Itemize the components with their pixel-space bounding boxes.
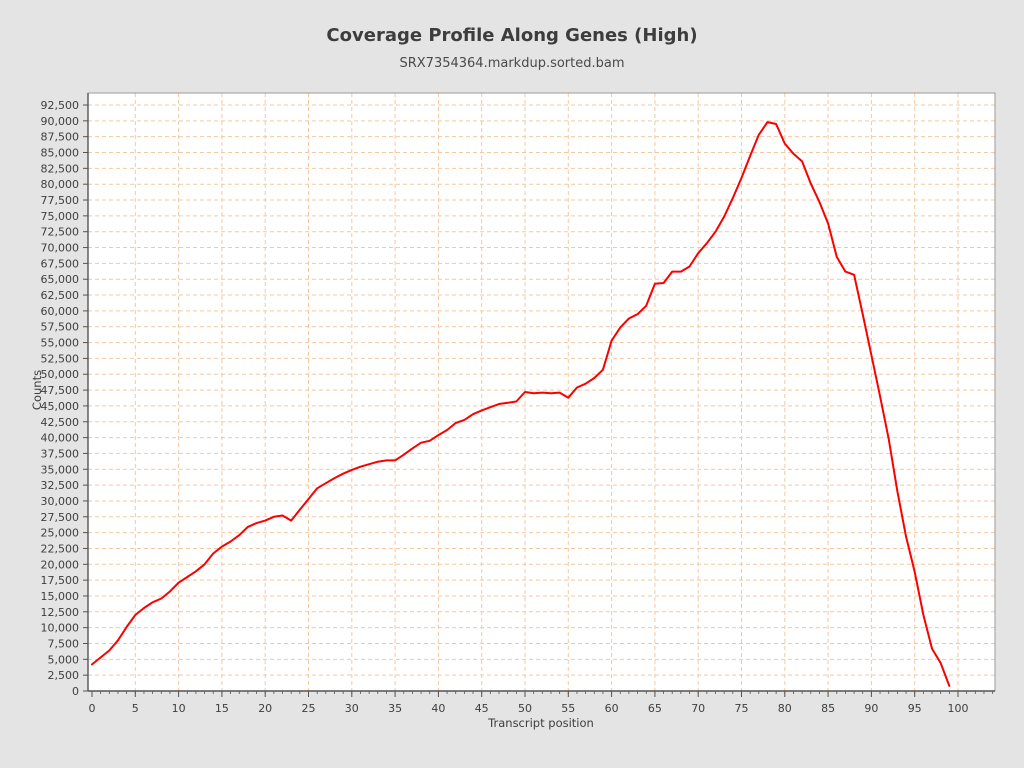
x-tick-label: 20 [258, 702, 272, 715]
x-axis-title: Transcript position [488, 716, 594, 730]
y-tick-label: 0 [72, 685, 79, 698]
y-tick-label: 22,500 [41, 542, 80, 555]
y-tick-label: 35,000 [41, 463, 80, 476]
y-tick-label: 82,500 [41, 162, 80, 175]
x-tick-label: 55 [561, 702, 575, 715]
x-tick-label: 90 [864, 702, 878, 715]
x-tick-label: 70 [691, 702, 705, 715]
y-tick-label: 77,500 [41, 194, 80, 207]
y-tick-label: 10,000 [41, 622, 80, 635]
y-tick-label: 17,500 [41, 574, 80, 587]
y-tick-label: 42,500 [41, 416, 80, 429]
x-tick-label: 0 [89, 702, 96, 715]
y-tick-label: 90,000 [41, 115, 80, 128]
x-tick-label: 25 [302, 702, 316, 715]
x-tick-label: 30 [345, 702, 359, 715]
y-tick-label: 60,000 [41, 305, 80, 318]
x-tick-label: 80 [778, 702, 792, 715]
y-tick-label: 50,000 [41, 368, 80, 381]
x-tick-label: 5 [132, 702, 139, 715]
y-tick-label: 92,500 [41, 99, 80, 112]
x-tick-label: 50 [518, 702, 532, 715]
y-tick-label: 25,000 [41, 527, 80, 540]
y-tick-label: 62,500 [41, 289, 80, 302]
y-tick-label: 7,500 [48, 637, 80, 650]
y-tick-label: 40,000 [41, 432, 80, 445]
y-tick-label: 85,000 [41, 147, 80, 160]
x-tick-label: 15 [215, 702, 229, 715]
y-tick-label: 32,500 [41, 479, 80, 492]
y-tick-label: 87,500 [41, 131, 80, 144]
x-tick-label: 95 [908, 702, 922, 715]
x-tick-label: 85 [821, 702, 835, 715]
y-tick-label: 2,500 [48, 669, 80, 682]
y-tick-label: 15,000 [41, 590, 80, 603]
y-tick-label: 52,500 [41, 352, 80, 365]
x-tick-label: 45 [475, 702, 489, 715]
y-tick-label: 5,000 [48, 653, 80, 666]
x-tick-label: 10 [172, 702, 186, 715]
y-tick-label: 45,000 [41, 400, 80, 413]
y-tick-label: 65,000 [41, 273, 80, 286]
y-tick-label: 20,000 [41, 558, 80, 571]
x-tick-label: 40 [431, 702, 445, 715]
y-tick-label: 70,000 [41, 242, 80, 255]
chart-title: Coverage Profile Along Genes (High) [326, 25, 698, 46]
y-tick-label: 30,000 [41, 495, 80, 508]
y-tick-label: 57,500 [41, 321, 80, 334]
y-tick-label: 72,500 [41, 226, 80, 239]
y-tick-label: 75,000 [41, 210, 80, 223]
x-tick-label: 35 [388, 702, 402, 715]
y-tick-label: 37,500 [41, 447, 80, 460]
x-tick-label: 75 [735, 702, 749, 715]
y-tick-label: 12,500 [41, 606, 80, 619]
y-tick-label: 55,000 [41, 337, 80, 350]
y-tick-label: 47,500 [41, 384, 80, 397]
x-tick-label: 60 [605, 702, 619, 715]
x-tick-label: 65 [648, 702, 662, 715]
coverage-line [91, 121, 951, 687]
y-tick-label: 67,500 [41, 257, 80, 270]
chart-subtitle: SRX7354364.markdup.sorted.bam [399, 56, 625, 71]
y-tick-label: 27,500 [41, 511, 80, 524]
x-tick-label: 100 [948, 702, 969, 715]
y-tick-label: 80,000 [41, 178, 80, 191]
